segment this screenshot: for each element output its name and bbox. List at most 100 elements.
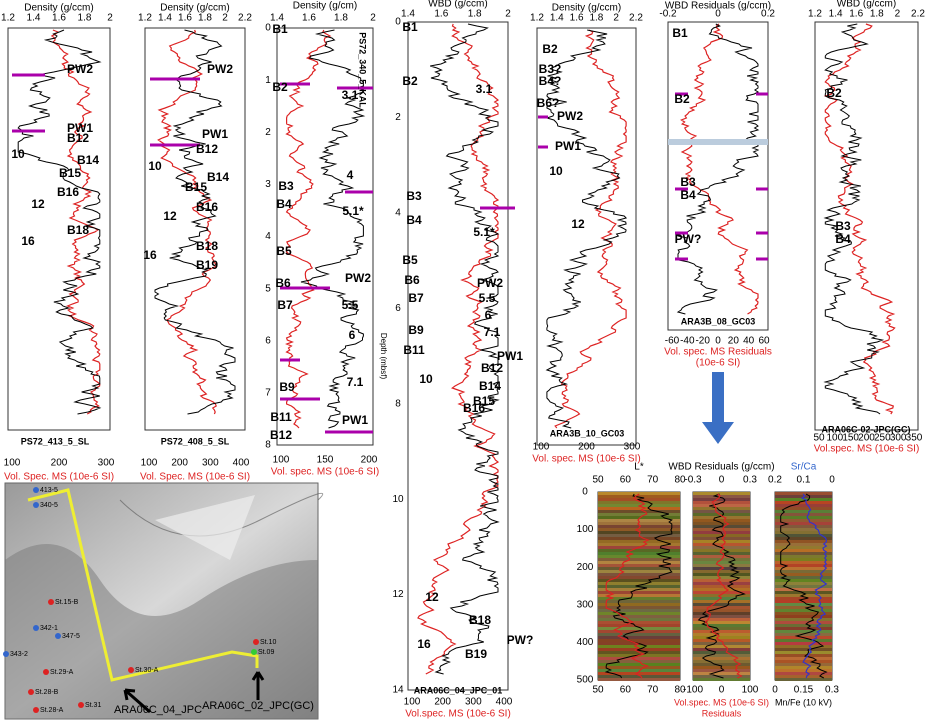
panel-frame: [814, 21, 919, 431]
event-label: 5.1*: [342, 204, 364, 218]
bottom-tick-label: -60: [665, 336, 680, 347]
top-tick-label: 2: [370, 13, 376, 24]
event-label: PW2: [345, 271, 371, 285]
event-label: B3: [406, 189, 422, 203]
station-label: 347-5: [62, 633, 80, 640]
curve: [676, 23, 760, 315]
event-label: B3: [278, 179, 294, 193]
core-image-band: [775, 558, 832, 561]
top-tick-label: 1.4: [158, 13, 172, 24]
event-label: B14: [207, 170, 229, 184]
core-image-band: [775, 516, 832, 519]
top-tick-label: 1.2: [138, 13, 152, 24]
core-image-band: [775, 519, 832, 522]
bottom-tick-label: 0: [772, 685, 778, 696]
bottom-tick-label: 200: [171, 458, 188, 469]
top-tick-label: 1.4: [401, 9, 415, 20]
station: [253, 639, 259, 645]
depth-tick-label: 300: [577, 599, 594, 610]
top-tick-label: 2.2: [911, 9, 925, 20]
core-name: ARA06C-02-JPC(GC): [821, 424, 910, 434]
event-label: PW?: [507, 633, 534, 647]
core-image-band: [775, 657, 832, 660]
core-image-band: [598, 657, 680, 660]
core-image-band: [775, 663, 832, 666]
event-label: 7.1: [484, 325, 501, 339]
core-image-band: [598, 525, 680, 528]
top-tick-label: 50: [592, 475, 604, 486]
core-image-band: [693, 618, 750, 621]
panel-frame: [276, 27, 374, 446]
event-label: B18: [469, 613, 491, 627]
core-image-band: [775, 504, 832, 507]
bottom-axis-title: Vol. spec. MS (10e-6 SI): [271, 467, 379, 478]
core-image-band: [693, 516, 750, 519]
core-location-label: ARA06C_04_JPC: [114, 704, 202, 716]
core-image-band: [693, 495, 750, 498]
top-tick-label: 2.2: [238, 13, 252, 24]
core-image-band: [775, 606, 832, 609]
core-location-label: ARA06C_02_JPC(GC): [202, 700, 314, 712]
core-name: PS72_413_5_SL: [21, 436, 90, 446]
event-label: B12: [196, 142, 218, 156]
depth-tick-label: 8: [395, 398, 401, 409]
curve: [604, 493, 673, 679]
event-label: B4: [406, 213, 422, 227]
core-image-band: [693, 591, 750, 594]
core-image-band: [775, 597, 832, 600]
core-image-band: [775, 654, 832, 657]
station-label: St.30-A: [135, 667, 159, 674]
core-image-band: [598, 495, 680, 498]
core-image-band: [598, 618, 680, 621]
event-label: 5.5: [479, 291, 496, 305]
bottom-tick-label: 0: [719, 685, 725, 696]
axis-title: Density (g/cm): [293, 1, 357, 12]
event-label: B12: [270, 428, 292, 442]
station-label: St.15-B: [55, 599, 79, 606]
top-tick-label: 1.2: [530, 13, 544, 24]
event-label: B6: [404, 273, 420, 287]
bottom-axis-title: Mn/Fe (10 kV): [775, 697, 832, 707]
event-label: PW2: [207, 62, 233, 76]
core-image-band: [693, 678, 750, 681]
core-image-band: [693, 588, 750, 591]
event-label: B1: [402, 20, 418, 34]
event-label: 5.1*: [473, 225, 495, 239]
event-label: B3?: [539, 62, 562, 76]
core-name: ARA3B_08_GC03: [681, 316, 756, 326]
core-image-band: [598, 627, 680, 630]
core-image-band: [693, 540, 750, 543]
station-label: St.10: [260, 639, 276, 646]
core-image-band: [775, 648, 832, 651]
core-image-band: [598, 621, 680, 624]
station: [28, 689, 34, 695]
top-tick-label: 1.8: [78, 13, 92, 24]
core-image-band: [693, 498, 750, 501]
event-label: 5.5: [342, 298, 359, 312]
station-label: 413-5: [40, 487, 58, 494]
top-tick-label: 1.4: [550, 13, 564, 24]
bottom-axis-title: Residuals: [702, 708, 742, 718]
event-label: 10: [11, 147, 25, 161]
core-image-band: [693, 639, 750, 642]
top-tick-label: 2: [895, 9, 901, 20]
curve: [430, 23, 500, 675]
arrow: [702, 372, 734, 444]
core-image-band: [598, 624, 680, 627]
core-image-band: [693, 603, 750, 606]
bottom-axis-title: Vol. spec. MS (10e-6 SI): [532, 454, 640, 465]
core-image-band: [775, 630, 832, 633]
event-label: B6: [275, 276, 291, 290]
event-label: B11: [403, 343, 425, 357]
bottom-tick-label: 200: [434, 697, 451, 708]
core-image-band: [693, 594, 750, 597]
event-label: 6: [485, 308, 492, 322]
event-label: B14: [479, 379, 501, 393]
bottom-tick-label: 60: [620, 685, 632, 696]
bottom-tick-label: 150: [842, 433, 859, 444]
top-tick-label: -0.2: [659, 9, 677, 20]
core-image-band: [598, 636, 680, 639]
core-image-band: [775, 645, 832, 648]
bottom-tick-label: 100: [273, 455, 290, 466]
event-label: B16: [196, 200, 218, 214]
